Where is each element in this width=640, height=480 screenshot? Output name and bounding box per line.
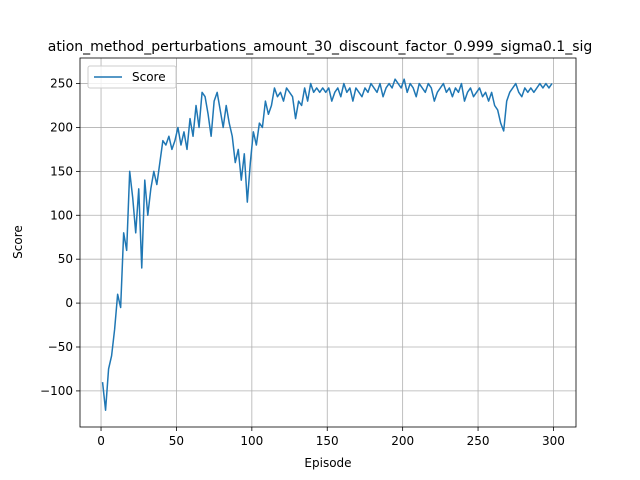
data-line	[101, 78, 553, 411]
y-axis-label: Score	[11, 225, 25, 259]
y-tick-label: −100	[40, 384, 73, 398]
x-tick-label: 0	[97, 434, 105, 448]
legend-label: Score	[132, 70, 166, 84]
y-tick-label: 150	[50, 164, 73, 178]
y-tick-label: 0	[65, 296, 73, 310]
x-tick-label: 50	[169, 434, 184, 448]
chart-title: ation_method_perturbations_amount_30_dis…	[48, 39, 593, 55]
y-tick-label: 100	[50, 208, 73, 222]
y-tick-label: 50	[58, 252, 73, 266]
x-tick-label: 150	[316, 434, 339, 448]
y-tick-label: 250	[50, 77, 73, 91]
y-tick-label: −50	[48, 340, 73, 354]
plot-frame	[79, 57, 577, 428]
y-tick-label: 200	[50, 120, 73, 134]
x-tick-label: 300	[542, 434, 565, 448]
legend-box	[87, 65, 177, 89]
x-tick-label: 200	[391, 434, 414, 448]
x-axis-label: Episode	[304, 456, 351, 470]
x-tick-label: 250	[467, 434, 490, 448]
x-tick-label: 100	[240, 434, 263, 448]
